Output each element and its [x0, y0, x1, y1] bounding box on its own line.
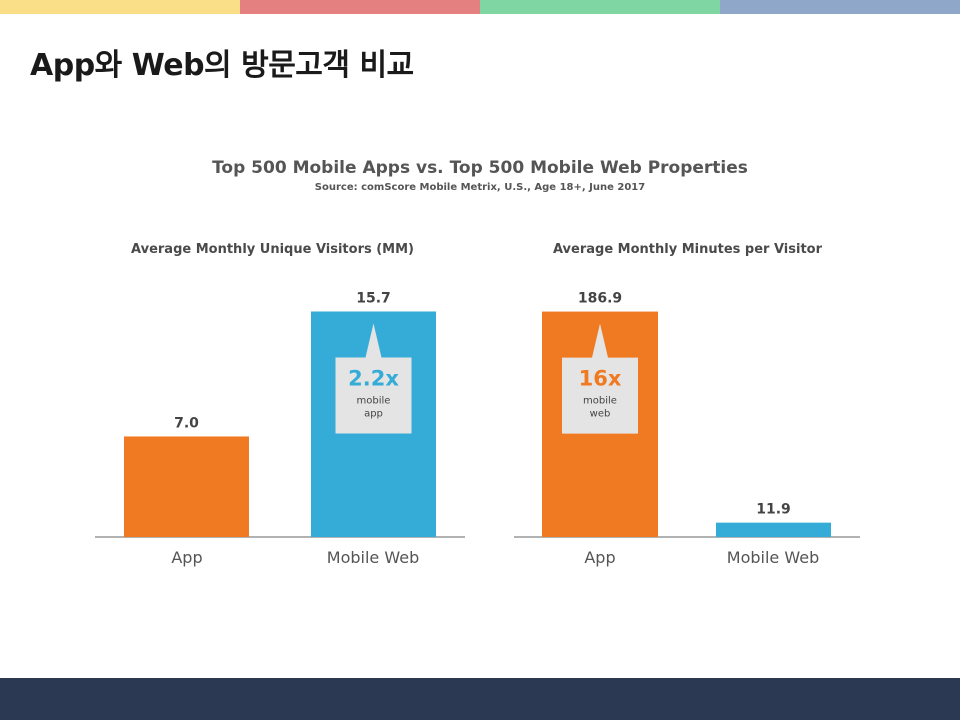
bar-app	[124, 436, 249, 537]
category-label: App	[171, 548, 202, 567]
top-bar-segment-green	[480, 0, 720, 14]
top-bar-segment-yellow	[0, 0, 240, 14]
callout-line2: app	[364, 408, 383, 419]
chart-title: Top 500 Mobile Apps vs. Top 500 Mobile W…	[212, 158, 748, 178]
right-panel-title: Average Monthly Minutes per Visitor	[552, 242, 823, 257]
value-label: 7.0	[174, 415, 199, 431]
category-label: Mobile Web	[727, 548, 819, 567]
value-label: 186.9	[578, 291, 622, 307]
slide-title: App와 Web의 방문고객 비교	[30, 48, 414, 83]
value-label: 15.7	[356, 290, 391, 306]
callout-box	[335, 323, 412, 434]
bar-mobile-web	[716, 522, 831, 537]
category-label: Mobile Web	[327, 548, 419, 567]
callout-line1: mobile	[357, 395, 391, 406]
footer-bar	[0, 678, 960, 720]
value-label: 11.9	[756, 502, 791, 518]
callout-line1: mobile	[583, 396, 617, 407]
callout-value: 16x	[579, 367, 622, 391]
left-panel-title: Average Monthly Unique Visitors (MM)	[131, 242, 414, 257]
chart-source: Source: comScore Mobile Metrix, U.S., Ag…	[314, 182, 646, 193]
top-bar-segment-red	[240, 0, 480, 14]
callout-value: 2.2x	[348, 366, 399, 390]
top-bar-segment-blue	[720, 0, 960, 14]
category-label: App	[584, 548, 615, 567]
callout-box	[562, 323, 638, 434]
callout-line2: web	[590, 409, 611, 420]
top-color-bar	[0, 0, 960, 14]
